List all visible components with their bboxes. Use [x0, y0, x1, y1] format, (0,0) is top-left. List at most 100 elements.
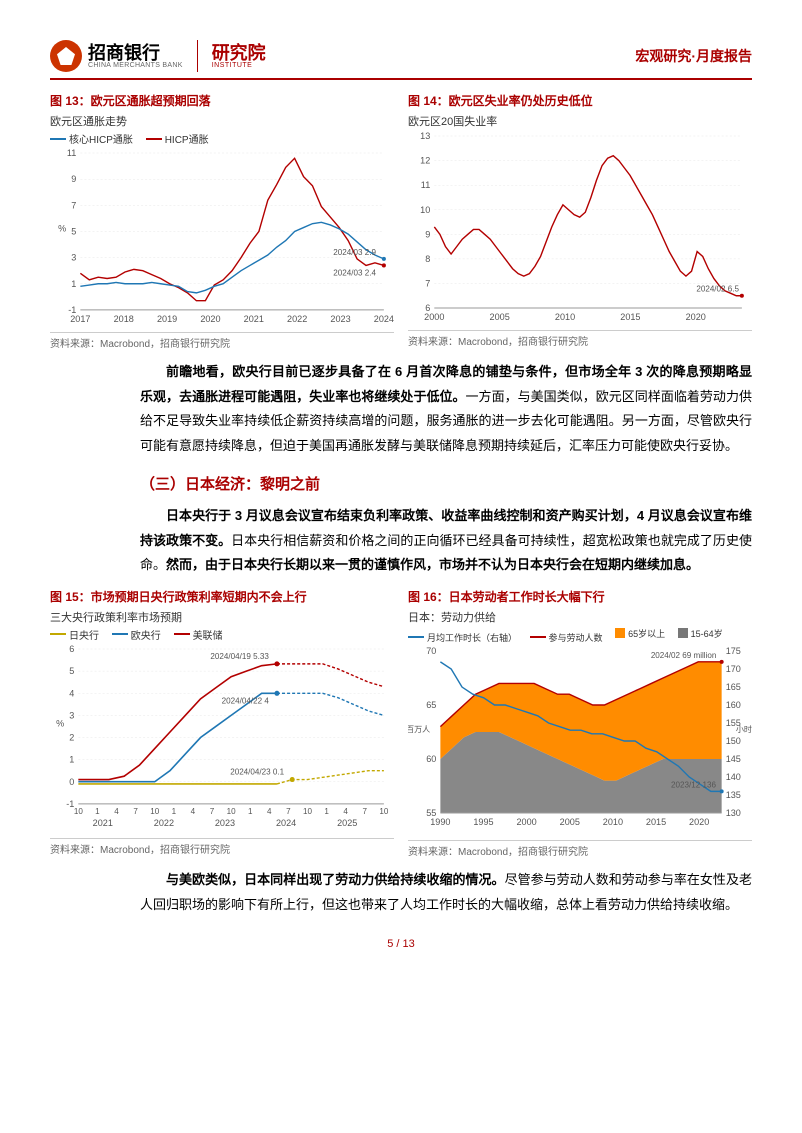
svg-text:13: 13: [420, 131, 430, 141]
header-divider: [197, 40, 198, 72]
svg-text:2024: 2024: [276, 818, 296, 828]
svg-text:170: 170: [726, 664, 741, 674]
svg-text:11: 11: [67, 148, 76, 158]
chart-14: 图 14：欧元区失业率仍处历史低位 欧元区20国失业率 678910111213…: [408, 92, 752, 350]
bank-name-en: CHINA MERCHANTS BANK: [88, 62, 183, 69]
svg-text:5: 5: [69, 666, 74, 676]
svg-text:10: 10: [379, 807, 388, 816]
svg-text:10: 10: [420, 205, 430, 215]
svg-text:7: 7: [71, 200, 76, 210]
chart14-subtitle: 欧元区20国失业率: [408, 113, 752, 129]
svg-text:1: 1: [69, 755, 74, 765]
svg-text:3: 3: [69, 710, 74, 720]
chart16-title: 图 16：日本劳动者工作时长大幅下行: [408, 588, 752, 605]
svg-text:2024/04/23 0.1: 2024/04/23 0.1: [230, 767, 284, 776]
page-header: 招商银行 CHINA MERCHANTS BANK 研究院 INSTITUTE …: [50, 40, 752, 80]
svg-text:2024/03 2.9: 2024/03 2.9: [333, 248, 376, 257]
svg-text:10: 10: [303, 807, 312, 816]
svg-text:2021: 2021: [93, 818, 113, 828]
svg-text:10: 10: [74, 807, 83, 816]
svg-text:2005: 2005: [560, 817, 580, 827]
institute-en: INSTITUTE: [212, 62, 266, 69]
svg-text:2024/02 69 million: 2024/02 69 million: [651, 651, 717, 660]
svg-text:1995: 1995: [473, 817, 493, 827]
svg-text:10: 10: [227, 807, 236, 816]
svg-text:7: 7: [425, 279, 430, 289]
bank-logo-block: 招商银行 CHINA MERCHANTS BANK: [50, 40, 183, 72]
svg-text:2022: 2022: [154, 818, 174, 828]
svg-text:1: 1: [172, 807, 177, 816]
svg-text:%: %: [58, 223, 66, 233]
para2-bold-c: 然而，由于日本央行长期以来一贯的谨慎作风，市场并不认为日本央行会在短期内继续加息…: [166, 557, 699, 572]
chart16-legend: 月均工作时长（右轴） 参与劳动人数 65岁以上 15-64岁: [408, 627, 752, 644]
paragraph-2: 日本央行于 3 月议息会议宣布结束负利率政策、收益率曲线控制和资产购买计划，4 …: [140, 504, 752, 578]
chart16-legend-total: 参与劳动人数: [549, 631, 603, 644]
svg-text:2022: 2022: [287, 314, 307, 324]
svg-text:7: 7: [133, 807, 138, 816]
section-3-heading: （三）日本经济：黎明之前: [140, 473, 752, 494]
svg-text:2019: 2019: [157, 314, 177, 324]
svg-text:4: 4: [191, 807, 196, 816]
svg-text:2023/12 136: 2023/12 136: [671, 780, 716, 789]
svg-text:2020: 2020: [686, 312, 706, 322]
chart13-svg: -11357911%201720182019202020212022202320…: [50, 148, 394, 330]
svg-text:11: 11: [421, 180, 430, 190]
svg-text:5: 5: [71, 227, 76, 237]
svg-text:6: 6: [69, 644, 74, 654]
chart15-source: 资料来源：Macrobond，招商银行研究院: [50, 838, 394, 856]
svg-text:130: 130: [726, 808, 741, 818]
chart16-legend-hours: 月均工作时长（右轴）: [427, 631, 517, 644]
svg-text:2018: 2018: [114, 314, 134, 324]
svg-text:2024: 2024: [374, 314, 394, 324]
chart13-legend-core: 核心HICP通胀: [69, 131, 133, 146]
svg-text:2015: 2015: [646, 817, 666, 827]
svg-text:2023: 2023: [215, 818, 235, 828]
chart13-title: 图 13：欧元区通胀超预期回落: [50, 92, 394, 109]
para3-bold: 与美欧类似，日本同样出现了劳动力供给持续收缩的情况。: [166, 872, 505, 887]
svg-text:7: 7: [286, 807, 291, 816]
chart-16: 图 16：日本劳动者工作时长大幅下行 日本：劳动力供给 月均工作时长（右轴） 参…: [408, 588, 752, 858]
svg-text:1990: 1990: [430, 817, 450, 827]
svg-text:1: 1: [71, 279, 76, 289]
svg-text:4: 4: [343, 807, 348, 816]
institute-zh: 研究院: [212, 44, 266, 62]
svg-text:8: 8: [425, 254, 430, 264]
svg-text:2010: 2010: [555, 312, 575, 322]
report-type: 宏观研究·月度报告: [635, 46, 752, 66]
svg-text:2: 2: [69, 732, 74, 742]
chart15-legend-ecb: 欧央行: [131, 627, 161, 642]
svg-text:9: 9: [71, 174, 76, 184]
svg-text:%: %: [56, 718, 64, 728]
chart13-subtitle: 欧元区通胀走势: [50, 113, 394, 129]
bank-name-zh: 招商银行: [88, 44, 183, 62]
svg-text:2020: 2020: [200, 314, 220, 324]
chart15-legend-fed: 美联储: [193, 627, 223, 642]
svg-text:2021: 2021: [244, 314, 264, 324]
svg-text:165: 165: [726, 682, 741, 692]
chart15-svg: -10123456%2024/04/19 5.332024/04/22 4202…: [50, 644, 394, 836]
chart14-svg: 678910111213200020052010201520202024/02 …: [408, 131, 752, 328]
svg-text:4: 4: [69, 688, 74, 698]
svg-text:2015: 2015: [620, 312, 640, 322]
svg-text:小时: 小时: [736, 724, 752, 734]
svg-text:1: 1: [248, 807, 253, 816]
header-left: 招商银行 CHINA MERCHANTS BANK 研究院 INSTITUTE: [50, 40, 266, 72]
svg-text:12: 12: [420, 156, 430, 166]
svg-text:2025: 2025: [337, 818, 357, 828]
svg-text:7: 7: [210, 807, 215, 816]
page-footer: 5 / 13: [50, 938, 752, 950]
svg-text:2024/03 2.4: 2024/03 2.4: [333, 269, 376, 278]
chart14-source: 资料来源：Macrobond，招商银行研究院: [408, 330, 752, 348]
chart15-legend: 日央行 欧央行 美联储: [50, 627, 394, 642]
svg-text:175: 175: [726, 646, 741, 656]
svg-text:2010: 2010: [603, 817, 623, 827]
svg-text:2024/04/19 5.33: 2024/04/19 5.33: [210, 652, 269, 661]
chart16-svg: 55606570130135140145150155160165170175百万…: [408, 646, 752, 838]
chart15-subtitle: 三大央行政策利率市场预期: [50, 609, 394, 625]
svg-text:60: 60: [426, 754, 436, 764]
svg-text:0: 0: [69, 777, 74, 787]
svg-text:2000: 2000: [424, 312, 444, 322]
chart14-title: 图 14：欧元区失业率仍处历史低位: [408, 92, 752, 109]
svg-text:135: 135: [726, 790, 741, 800]
svg-text:160: 160: [726, 700, 741, 710]
